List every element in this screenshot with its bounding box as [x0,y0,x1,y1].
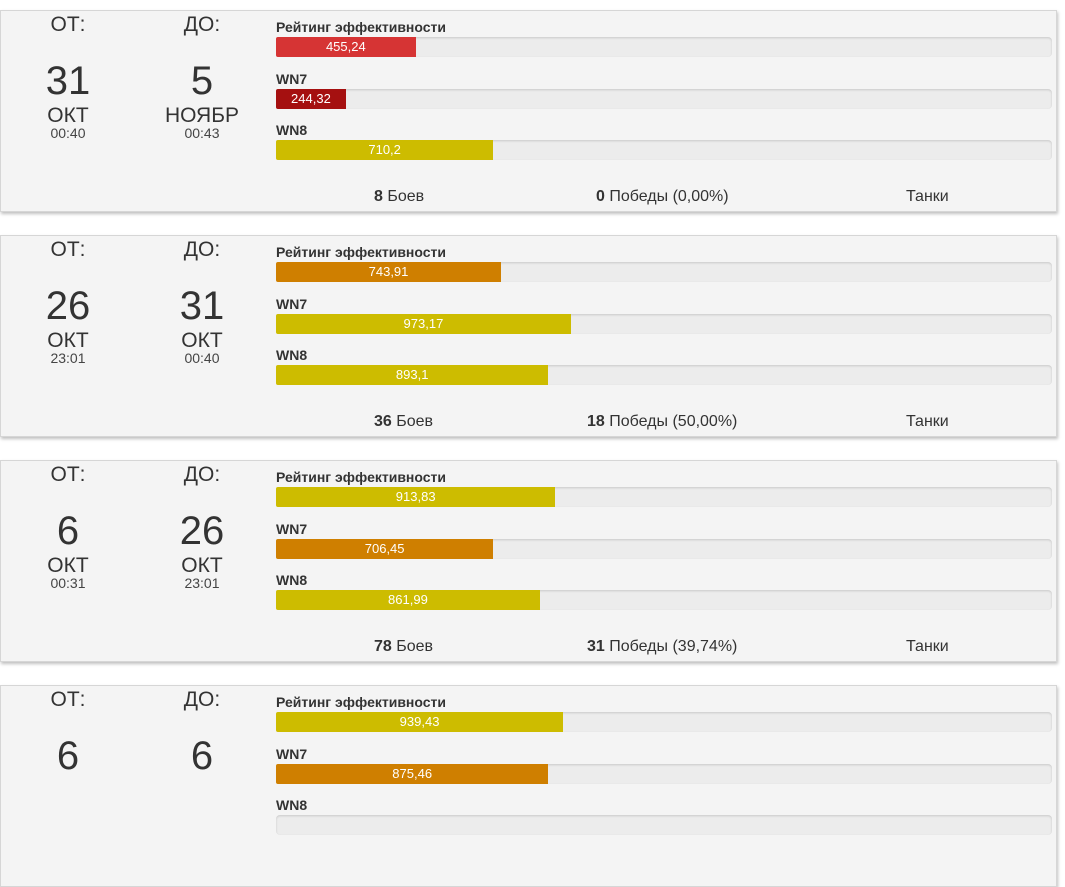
metric-progress-fill: 710,2 [276,140,494,160]
to-day: 31 [179,284,225,328]
to-month: ОКТ [181,329,223,352]
wins-count: 18 Победы (50,00%) [587,413,737,431]
wins-count: 0 Победы (0,00%) [596,188,729,206]
metric-progress-bar: 706,45 [276,539,1052,559]
battles-number: 78 [374,638,392,655]
from-time: 00:40 [50,125,86,141]
from-label: ОТ: [50,463,86,486]
wins-number: 18 [587,413,605,430]
metric-progress-bar [276,815,1052,835]
from-day: 26 [45,284,91,328]
to-time: 00:40 [184,350,220,366]
metric-progress-fill: 893,1 [276,365,549,385]
metric-progress-fill: 875,46 [276,764,549,784]
battles-label: Боев [396,413,434,430]
battles-label: Боев [396,638,434,655]
tanks-link[interactable]: Танки [906,413,949,430]
metric-progress-bar: 455,24 [276,37,1052,57]
to-month: ОКТ [181,554,223,577]
to-label: ДО: [183,463,221,486]
from-time: 23:01 [50,350,86,366]
metric-label: Рейтинг эффективности [276,244,447,260]
from-month: ОКТ [47,554,89,577]
metric-progress-bar: 973,17 [276,314,1052,334]
battles-count: 8 Боев [374,188,424,206]
from-label: ОТ: [50,13,86,36]
metric-label: WN7 [276,71,308,87]
from-month: ОКТ [47,104,89,127]
metric-progress-fill: 973,17 [276,314,571,334]
metric-progress-fill: 861,99 [276,590,540,610]
wins-label: Победы (50,00%) [609,413,738,430]
to-label: ДО: [183,688,221,711]
from-day: 6 [56,509,80,553]
battles-number: 8 [374,188,383,205]
tanks-link[interactable]: Танки [906,638,949,655]
metric-label: Рейтинг эффективности [276,19,447,35]
to-month: НОЯБР [165,104,239,127]
metric-progress-fill: 244,32 [276,89,346,109]
metric-progress-bar: 710,2 [276,140,1052,160]
metric-label: WN8 [276,797,308,813]
metric-progress-bar: 861,99 [276,590,1052,610]
from-day: 31 [45,59,91,103]
to-label: ДО: [183,238,221,261]
metric-progress-fill: 913,83 [276,487,556,507]
wins-count: 31 Победы (39,74%) [587,638,737,656]
wins-number: 31 [587,638,605,655]
to-label: ДО: [183,13,221,36]
wins-label: Победы (39,74%) [609,638,738,655]
period-card: ОТ: 6 ОКТ 00:31 ДО: 26 ОКТ 23:01 Рейтинг эффекти… [0,460,1057,662]
metric-label: Рейтинг эффективности [276,469,447,485]
to-time: 23:01 [184,575,220,591]
metric-progress-fill: 455,24 [276,37,416,57]
metric-progress-bar: 939,43 [276,712,1052,732]
metric-label: WN7 [276,296,308,312]
from-time: 00:31 [50,575,86,591]
metric-progress-fill: 743,91 [276,262,502,282]
battles-count: 36 Боев [374,413,433,431]
to-day: 26 [179,509,225,553]
battles-label: Боев [387,188,425,205]
metric-label: WN7 [276,746,308,762]
period-card: ОТ: 26 ОКТ 23:01 ДО: 31 ОКТ 00:40 Рейтинг эффект… [0,235,1057,437]
metric-progress-bar: 743,91 [276,262,1052,282]
from-day: 6 [56,734,80,778]
metric-progress-fill: 939,43 [276,712,564,732]
tanks-link[interactable]: Танки [906,188,949,205]
battles-count: 78 Боев [374,638,433,656]
period-card: ОТ: 6 ДО: 6 Рейтинг эффективности 939,43 WN7 87… [0,685,1057,887]
metric-progress-bar: 244,32 [276,89,1052,109]
to-time: 00:43 [184,125,220,141]
metric-progress-bar: 913,83 [276,487,1052,507]
metric-label: WN7 [276,521,308,537]
to-day: 5 [190,59,214,103]
from-label: ОТ: [50,688,86,711]
metric-label: Рейтинг эффективности [276,694,447,710]
metric-progress-bar: 875,46 [276,764,1052,784]
battles-number: 36 [374,413,392,430]
metric-label: WN8 [276,572,308,588]
wins-label: Победы (0,00%) [609,188,729,205]
from-label: ОТ: [50,238,86,261]
to-day: 6 [190,734,214,778]
wins-number: 0 [596,188,605,205]
metric-label: WN8 [276,122,308,138]
metric-progress-fill: 706,45 [276,539,494,559]
from-month: ОКТ [47,329,89,352]
metric-progress-bar: 893,1 [276,365,1052,385]
metric-label: WN8 [276,347,308,363]
period-card: ОТ: 31 ОКТ 00:40 ДО: 5 НОЯБР 00:43 Рейтинг эффек… [0,10,1057,212]
